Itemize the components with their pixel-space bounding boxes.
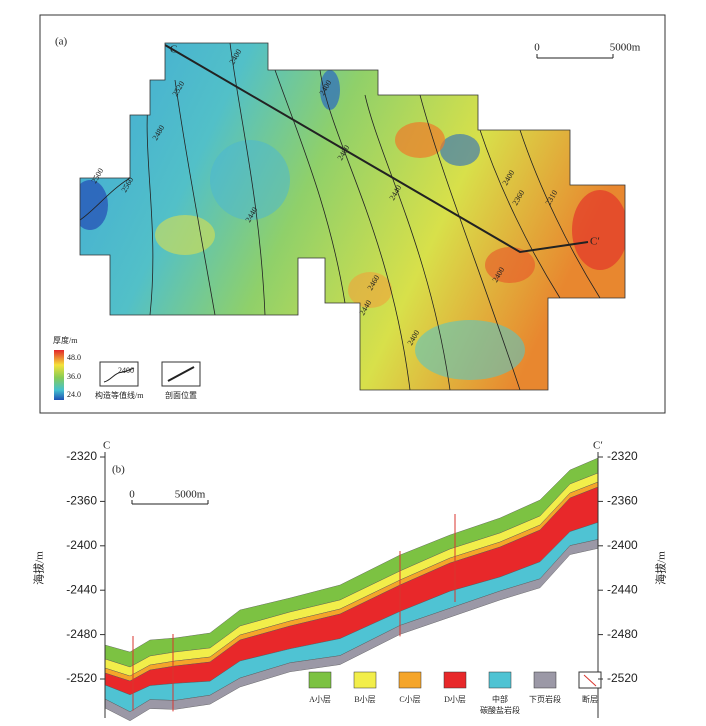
- legend-label: A小层: [309, 695, 331, 704]
- y-tick-label: -2480: [607, 627, 638, 641]
- scale-bar: 0 5000m: [534, 42, 641, 59]
- scale-end: 5000m: [610, 42, 641, 54]
- legend-label: 断层: [582, 694, 598, 704]
- legend-label: C小层: [399, 695, 420, 704]
- legend-label: 下页岩段: [529, 694, 561, 704]
- scale-bar: 0 5000m: [129, 489, 209, 505]
- section-end: C′: [590, 236, 600, 248]
- y-tick-label: -2480: [66, 627, 97, 641]
- panel-label: (a): [55, 36, 68, 48]
- y-axis-title: 海拔/m: [32, 551, 46, 585]
- legend-tick: 48.0: [67, 353, 81, 362]
- y-tick-label: -2320: [607, 449, 638, 463]
- y-tick-label: -2440: [66, 582, 97, 596]
- scale-start: 0: [129, 489, 135, 501]
- section-start: C: [170, 44, 177, 56]
- y-tick-label: -2400: [66, 538, 97, 552]
- scale-end: 5000m: [175, 489, 206, 501]
- legend-tick: 24.0: [67, 390, 81, 399]
- legend-label: D小层: [444, 695, 466, 704]
- y-tick-label: -2440: [607, 582, 638, 596]
- section-left-end: C: [103, 440, 110, 452]
- scale-start: 0: [534, 42, 540, 54]
- y-tick-label: -2360: [66, 494, 97, 508]
- y-tick-label: -2360: [607, 494, 638, 508]
- thickness-map: [80, 43, 625, 390]
- y-axis-title-right: 海拔/m: [654, 551, 668, 585]
- legend-swatch: [308, 671, 332, 689]
- legend-section-label: 剖面位置: [165, 390, 197, 400]
- legend-label: 碳酸盐岩段: [480, 705, 520, 715]
- legend-swatch: [533, 671, 557, 689]
- y-tick-label: -2520: [607, 671, 638, 685]
- panel-label: (b): [112, 464, 125, 476]
- section-right-end: C′: [593, 440, 603, 452]
- y-tick-label: -2400: [607, 538, 638, 552]
- legend-label: 中部: [492, 694, 508, 704]
- panel-frame: [39, 14, 666, 414]
- y-tick-label: -2520: [66, 671, 97, 685]
- legend-swatch: [488, 671, 512, 689]
- legend-contour-label: 构造等值线/m: [95, 390, 144, 400]
- legend-swatch: [443, 671, 467, 689]
- legend-label: B小层: [354, 695, 375, 704]
- legend-swatch: [353, 671, 377, 689]
- legend-tick: 36.0: [67, 372, 81, 381]
- legend-contour-sample: 2400: [118, 366, 134, 375]
- map-legend: 厚度/m 48.0 36.0 24.0 2400 构造等值线/m 剖面位置: [53, 335, 201, 400]
- legend-swatch: [398, 671, 422, 689]
- legend-title: 厚度/m: [53, 335, 78, 345]
- legend-swatch: [583, 674, 597, 687]
- y-tick-label: -2320: [66, 449, 97, 463]
